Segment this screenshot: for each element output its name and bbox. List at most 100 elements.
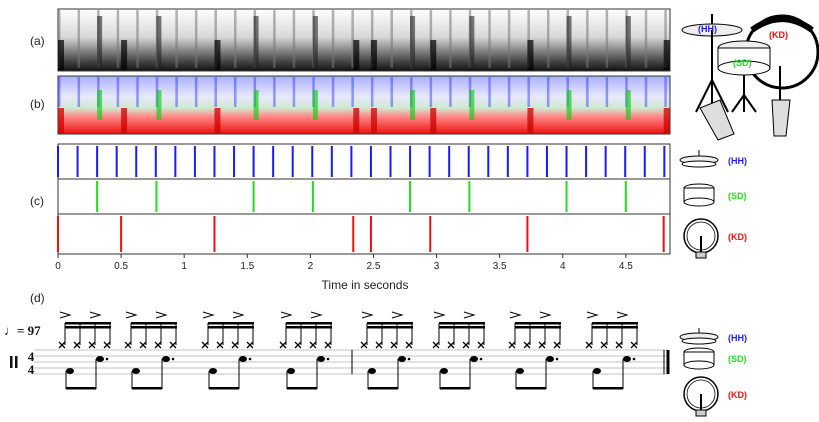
percussion-clef	[10, 356, 13, 368]
kick-note	[516, 368, 524, 374]
spectral-streak	[410, 16, 416, 68]
x-tick-label: 3.5	[493, 261, 507, 272]
note-dot	[555, 357, 559, 361]
spectral-streak	[429, 77, 433, 107]
x-axis-label: Time in seconds	[322, 278, 409, 292]
spectral-streak	[370, 77, 374, 107]
hihat-note	[600, 341, 608, 349]
spectral-streak	[546, 10, 550, 68]
spectral-streak	[273, 77, 276, 107]
hihat-note	[390, 341, 398, 349]
kick-drum-icon	[683, 218, 719, 259]
accent-mark	[59, 311, 72, 319]
spectral-streak	[449, 10, 452, 68]
spectral-streak	[58, 40, 64, 70]
spectral-streak	[429, 10, 433, 68]
hihat-note	[477, 341, 485, 349]
spectral-streak	[331, 77, 335, 107]
beam	[132, 387, 162, 390]
spectrogram-gray	[57, 8, 671, 72]
x-tick-label: 2.5	[367, 261, 381, 272]
onset-marks	[57, 146, 666, 252]
hihat-note	[309, 341, 317, 349]
hihat-note	[246, 341, 254, 349]
snare-note	[239, 356, 247, 362]
spectral-streak	[625, 16, 631, 68]
x-tick-label: 0.5	[114, 261, 128, 272]
spectrogram-gray-onsets	[58, 10, 670, 70]
x-tick-label: 4.5	[619, 261, 633, 272]
accent-mark	[616, 311, 629, 319]
spectral-streak	[214, 108, 221, 133]
onset-row-hh	[57, 143, 671, 180]
snare-note	[546, 356, 554, 362]
x-tick-label: 0	[55, 261, 61, 272]
spectral-streak	[370, 40, 377, 70]
accent-mark	[89, 311, 102, 319]
snare-note	[623, 356, 631, 362]
tempo-marking: ♩= 97	[4, 323, 41, 338]
hihat-note	[324, 341, 332, 349]
hihat-note	[630, 341, 638, 349]
hihat-note	[508, 341, 516, 349]
hihat-icon	[679, 150, 719, 168]
beam	[131, 326, 177, 329]
beam	[286, 322, 332, 325]
legend-label-hh: (HH)	[728, 333, 747, 343]
beam	[515, 326, 561, 329]
beam	[208, 322, 254, 325]
panel-label-d: (d)	[30, 291, 45, 305]
spectral-streak	[663, 108, 670, 133]
spectral-streak	[331, 10, 335, 68]
notes	[58, 311, 638, 390]
spectral-streak	[527, 108, 534, 133]
kick-note	[209, 368, 217, 374]
onset-row-sd	[57, 178, 671, 215]
beam	[209, 387, 239, 390]
beam	[286, 326, 332, 329]
spectral-streak	[351, 77, 354, 107]
accent-mark	[202, 311, 215, 319]
hihat-note	[375, 341, 383, 349]
spectral-streak	[58, 10, 61, 68]
spectral-streak	[194, 77, 198, 107]
spectral-streak	[116, 77, 120, 107]
beam	[368, 387, 398, 390]
snare-drum-icon	[683, 347, 715, 370]
spectral-streak	[586, 77, 589, 107]
spectral-streak	[58, 108, 64, 133]
spectral-streak	[507, 10, 511, 68]
accent-mark	[463, 311, 476, 319]
kit-label-sd: (SD)	[733, 58, 752, 68]
snare-drum-icon	[683, 183, 715, 207]
spectral-streak	[292, 10, 296, 68]
note-dot	[248, 357, 252, 361]
spectral-streak	[353, 40, 360, 70]
spectral-streak	[527, 77, 530, 107]
beam	[516, 387, 546, 390]
beam	[440, 387, 470, 390]
spectral-streak	[410, 90, 416, 120]
kick-note	[593, 368, 601, 374]
hihat-note	[432, 341, 440, 349]
spectral-streak	[312, 90, 318, 120]
spectral-streak	[353, 108, 360, 133]
spectral-streak	[430, 108, 437, 133]
row-label-hh: (HH)	[728, 156, 747, 166]
x-tick-label: 4	[560, 261, 566, 272]
legend-label-sd: (SD)	[728, 354, 747, 364]
percussion-clef	[15, 356, 18, 368]
spectral-streak	[234, 10, 237, 68]
spectral-streak	[370, 108, 377, 133]
spectral-streak	[566, 90, 572, 120]
hihat-note	[103, 341, 111, 349]
spectral-streak	[546, 77, 550, 107]
beam	[287, 387, 317, 390]
spectral-streak	[370, 10, 374, 68]
spectral-streak	[605, 77, 609, 107]
beam	[593, 387, 623, 390]
spectral-streak	[527, 40, 534, 70]
spectral-streak	[175, 10, 178, 68]
spectral-streak	[430, 40, 437, 70]
